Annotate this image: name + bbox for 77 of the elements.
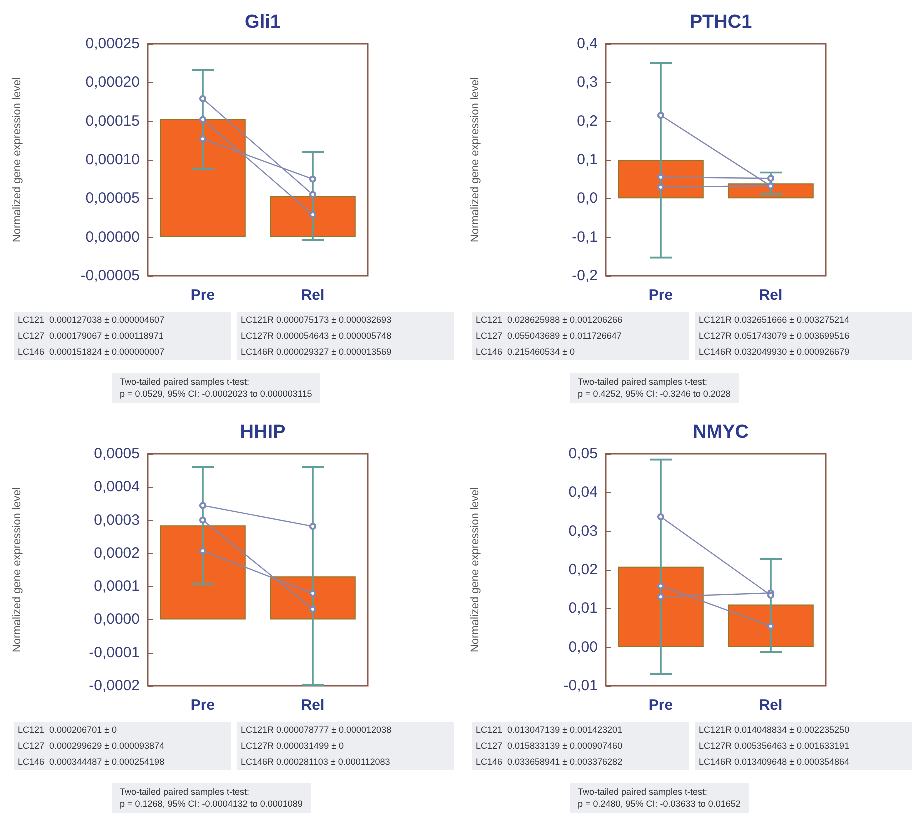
y-axis-title: Normalized gene expression level	[12, 487, 24, 653]
y-tick-label: 0,00020	[86, 74, 140, 92]
text: LC127 0.000179067 ± 0.000118971	[14, 328, 231, 344]
text: Two-tailed paired samples t-test:	[578, 787, 708, 797]
y-tick-label: -0,1	[572, 228, 598, 246]
y-tick-label: -0,0002	[89, 678, 140, 694]
chart-title: Gli1	[245, 12, 282, 33]
y-tick-label: 0,0005	[94, 446, 140, 462]
text: LC127R 0.051743079 ± 0.003699516	[695, 328, 912, 344]
y-tick-label: 0,00005	[86, 190, 140, 208]
text: LC127R 0.005356463 ± 0.001633191	[695, 738, 912, 754]
text: LC146R 0.032049930 ± 0.000926679	[695, 344, 912, 360]
text: LC146R 0.000281103 ± 0.000112083	[237, 754, 454, 770]
text: LC127 0.055043689 ± 0.011726647	[472, 328, 689, 344]
text: LC121R 0.000078777 ± 0.000012038	[237, 722, 454, 738]
y-tick-label: 0,3	[577, 74, 598, 92]
text: LC146R 0.013409648 ± 0.000354864	[695, 754, 912, 770]
y-tick-label: 0,04	[568, 484, 598, 502]
text: LC127R 0.000054643 ± 0.000005748	[237, 328, 454, 344]
x-tick-label: Rel	[759, 697, 783, 714]
y-tick-label: 0,03	[568, 522, 598, 540]
text: LC127R 0.000031499 ± 0	[237, 738, 454, 754]
y-tick-label: 0,0004	[94, 478, 140, 496]
chart-title: NMYC	[693, 422, 750, 443]
x-tick-label: Rel	[301, 287, 325, 304]
x-tick-label: Pre	[648, 697, 674, 714]
y-tick-label: 0,2	[577, 112, 598, 130]
text: LC127 0.000299629 ± 0.000093874	[14, 738, 231, 754]
chart-title: HHIP	[240, 422, 286, 443]
y-tick-label: 0,01	[568, 600, 598, 618]
y-tick-label: 0,02	[568, 562, 598, 578]
y-axis-title: Normalized gene expression level	[12, 77, 24, 243]
y-tick-label: 0,05	[568, 446, 598, 462]
text: p = 0.2480, 95% CI: -0.03633 to 0.01652	[578, 799, 741, 809]
text: LC146 0.000151824 ± 0.000000007	[14, 344, 231, 360]
y-tick-label: 0,0003	[94, 512, 140, 529]
y-tick-label: -0,0001	[89, 644, 140, 662]
x-tick-label: Rel	[301, 697, 325, 714]
text: LC146 0.215460534 ± 0	[472, 344, 689, 360]
x-tick-label: Pre	[190, 697, 216, 714]
y-axis-title: Normalized gene expression level	[470, 77, 482, 243]
y-tick-label: 0,0000	[94, 611, 140, 628]
text: p = 0.1268, 95% CI: -0.0004132 to 0.0001089	[120, 799, 303, 809]
text: p = 0.4252, 95% CI: -0.3246 to 0.2028	[578, 389, 731, 399]
text: LC121R 0.000075173 ± 0.000032693	[237, 312, 454, 328]
text: LC121 0.000206701 ± 0	[14, 722, 231, 738]
y-tick-label: 0,00	[568, 638, 598, 656]
x-tick-label: Rel	[759, 287, 783, 304]
y-tick-label: 0,00015	[86, 112, 140, 130]
x-tick-label: Pre	[648, 287, 674, 304]
chart-title: PTHC1	[690, 12, 753, 33]
text: LC121 0.013047139 ± 0.001423201	[472, 722, 689, 738]
y-tick-label: -0,01	[564, 678, 598, 694]
text: LC146R 0.000029327 ± 0.000013569	[237, 344, 454, 360]
y-tick-label: 0,1	[577, 152, 598, 168]
y-tick-label: -0,2	[572, 268, 598, 284]
text: LC121 0.000127038 ± 0.000004607	[14, 312, 231, 328]
y-tick-label: 0,4	[577, 36, 598, 52]
y-tick-label: 0,0	[577, 190, 598, 208]
y-tick-label: 0,0001	[94, 578, 140, 596]
y-tick-label: -0,00005	[80, 268, 140, 284]
y-axis-title: Normalized gene expression level	[470, 487, 482, 653]
y-tick-label: 0,00010	[86, 152, 140, 168]
text: LC127 0.015833139 ± 0.000907460	[472, 738, 689, 754]
text: LC121 0.028625988 ± 0.001206266	[472, 312, 689, 328]
y-tick-label: 0,0002	[94, 544, 140, 562]
text: LC121R 0.014048834 ± 0.002235250	[695, 722, 912, 738]
text: Two-tailed paired samples t-test:	[120, 787, 250, 797]
text: LC146 0.000344487 ± 0.000254198	[14, 754, 231, 770]
text: p = 0.0529, 95% CI: -0.0002023 to 0.000003115	[120, 389, 312, 399]
text: LC121R 0.032651666 ± 0.003275214	[695, 312, 912, 328]
text: LC146 0.033658941 ± 0.003376282	[472, 754, 689, 770]
y-tick-label: 0,00025	[86, 36, 140, 52]
text: Two-tailed paired samples t-test:	[578, 377, 708, 387]
y-tick-label: 0,00000	[86, 228, 140, 246]
text: Two-tailed paired samples t-test:	[120, 377, 250, 387]
x-tick-label: Pre	[190, 287, 216, 304]
